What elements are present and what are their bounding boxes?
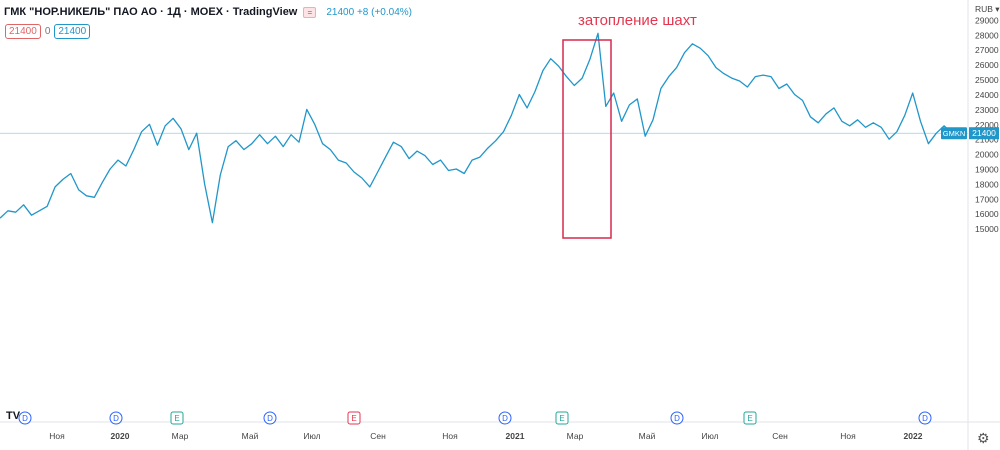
price-series-line [0, 32, 953, 224]
y-tick-label: 16000 [975, 209, 999, 219]
event-marker-label: E [174, 414, 179, 423]
event-marker-label: D [502, 414, 508, 423]
x-tick-label: Июл [701, 431, 718, 441]
x-tick-label: Ноя [49, 431, 65, 441]
y-tick-label: 25000 [975, 75, 999, 85]
y-tick-label: 24000 [975, 90, 999, 100]
spread-value: 0 [44, 26, 51, 37]
event-marker-label: D [674, 414, 680, 423]
equals-icon[interactable]: = [303, 6, 317, 18]
dividend-event-marker [18, 411, 32, 425]
y-tick-label: 19000 [975, 165, 999, 175]
y-tick-label: 17000 [975, 194, 999, 204]
dividend-event-marker [670, 411, 684, 425]
x-tick-label: 2020 [111, 431, 130, 441]
event-marker-label: D [922, 414, 928, 423]
dividend-event-marker [263, 411, 277, 425]
x-tick-label: Мар [172, 431, 189, 441]
earnings-event-marker [347, 411, 361, 425]
x-tick-label: Май [242, 431, 259, 441]
event-marker-label: D [267, 414, 273, 423]
gear-icon[interactable]: ⚙ [977, 430, 990, 446]
sell-price-pill[interactable]: 21400 [5, 24, 41, 39]
chart-header: ГМК "НОР.НИКЕЛЬ" ПАО АО · 1Д · MOEX · Tr… [4, 6, 412, 18]
earnings-event-marker [555, 411, 569, 425]
earnings-event-marker [743, 411, 757, 425]
buy-price-pill[interactable]: 21400 [54, 24, 91, 39]
dividend-event-marker [918, 411, 932, 425]
y-tick-label: 27000 [975, 45, 999, 55]
y-tick-label: 21000 [975, 135, 999, 145]
x-tick-label: Ноя [840, 431, 856, 441]
event-marker-label: D [22, 414, 28, 423]
y-tick-label: 20000 [975, 150, 999, 160]
x-tick-label: Июл [303, 431, 320, 441]
annotation-text: затопление шахт [578, 12, 697, 29]
dividend-event-marker [498, 411, 512, 425]
event-marker-label: E [747, 414, 752, 423]
x-tick-label: Сен [370, 431, 386, 441]
x-tick-label: Май [639, 431, 656, 441]
earnings-event-marker [170, 411, 184, 425]
event-marker-label: D [113, 414, 119, 423]
y-tick-label: 22000 [975, 120, 999, 130]
annotation-box [562, 39, 612, 239]
y-tick-label: 18000 [975, 179, 999, 189]
quote-readout: 21400 +8 (+0.04%) [326, 6, 412, 18]
order-pills: 21400 0 21400 [5, 24, 91, 39]
event-marker-label: E [351, 414, 356, 423]
y-tick-label: 26000 [975, 60, 999, 70]
y-tick-label: 23000 [975, 105, 999, 115]
symbol-title[interactable]: ГМК "НОР.НИКЕЛЬ" ПАО АО · 1Д · MOEX · Tr… [4, 6, 298, 18]
y-tick-label: 15000 [975, 224, 999, 234]
currency-label: RUB ▾ [975, 4, 1000, 14]
event-marker-label: E [559, 414, 564, 423]
ticker-label-box [941, 127, 967, 140]
tradingview-logo: TV [6, 410, 21, 422]
last-price-label-box [969, 127, 999, 140]
y-tick-label: 28000 [975, 30, 999, 40]
last-price-label: 21400 [972, 128, 996, 138]
y-tick-label: 29000 [975, 15, 999, 25]
x-tick-label: 2021 [506, 431, 525, 441]
x-tick-label: Мар [567, 431, 584, 441]
dividend-event-marker [109, 411, 123, 425]
x-tick-label: Сен [772, 431, 788, 441]
x-tick-label: Ноя [442, 431, 458, 441]
ticker-label: GMKN [943, 129, 966, 138]
x-tick-label: 2022 [904, 431, 923, 441]
